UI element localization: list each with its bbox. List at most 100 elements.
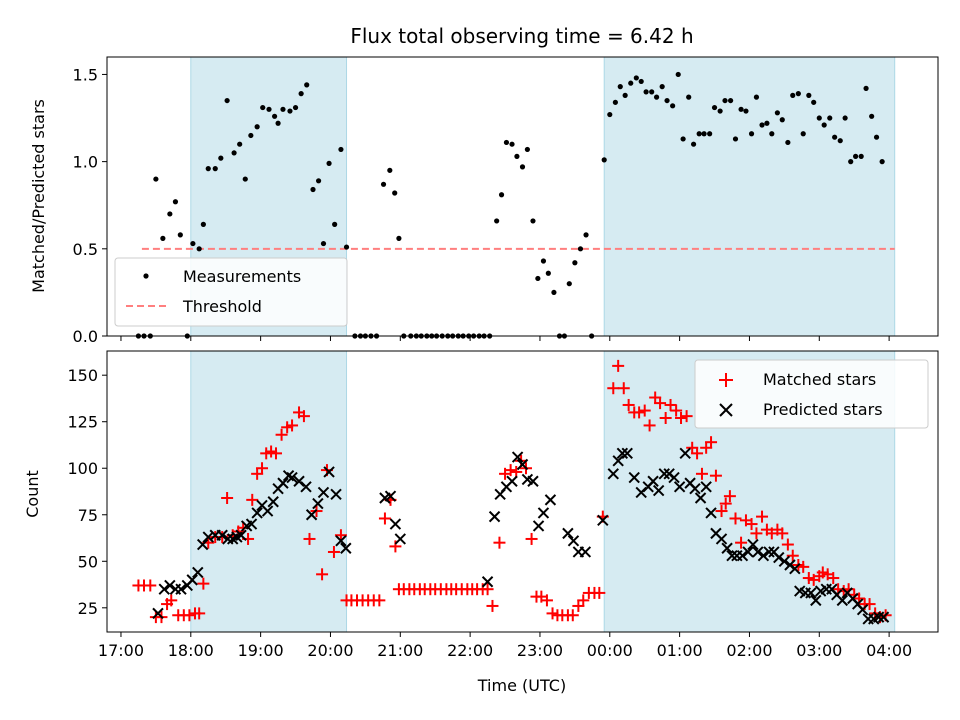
bottom-x-tick-label: 17:00 (98, 641, 144, 660)
measurement-point (722, 97, 728, 104)
measurement-point (153, 176, 159, 182)
bottom-y-tick-label: 50 (78, 552, 98, 571)
matched-star-point (617, 382, 630, 395)
predicted-star-point (222, 533, 234, 545)
predicted-star-point (394, 533, 407, 545)
bottom-x-tick-label: 22:00 (447, 641, 493, 660)
matched-star-point (750, 527, 763, 540)
predicted-star-point (323, 466, 335, 478)
bottom-x-tick-label: 03:00 (796, 641, 842, 660)
predicted-star-point (789, 563, 801, 575)
measurement-point (380, 181, 387, 187)
matched-star-point (776, 527, 789, 540)
matched-star-point (275, 428, 288, 441)
measurement-point (332, 221, 338, 227)
bottom-shaded-interval (190, 350, 348, 633)
predicted-star-point (506, 475, 518, 487)
top-y-axis-label: Matched/Predicted stars (29, 99, 48, 293)
predicted-star-point (312, 497, 324, 510)
top-y-tick-label: 0.5 (73, 240, 98, 259)
bottom-y-tick-label: 25 (78, 599, 98, 618)
measurement-point (540, 258, 547, 264)
matched-star-point (165, 594, 178, 607)
bottom-legend: Matched stars Predicted stars (694, 359, 929, 429)
measurement-point (494, 218, 500, 224)
predicted-star-point (679, 447, 691, 460)
predicted-star-point (747, 538, 759, 551)
predicted-star-point (481, 576, 494, 588)
measurement-point (237, 141, 243, 147)
measurement-point (396, 235, 402, 241)
predicted-star-point (389, 518, 402, 530)
measurement-point (612, 99, 618, 105)
legend-measurements-marker (143, 273, 149, 279)
predicted-star-point (715, 533, 728, 545)
measurement-point (514, 153, 520, 159)
predicted-star-point (612, 455, 624, 467)
measurement-point (879, 159, 885, 165)
measurement-point (732, 136, 739, 142)
measurement-point (638, 78, 644, 85)
predicted-star-point (607, 468, 619, 480)
measurement-point (779, 117, 785, 123)
measurement-point (218, 155, 224, 161)
measurement-point (509, 141, 515, 147)
measurement-point (200, 221, 206, 227)
measurement-point (659, 84, 665, 90)
measurement-point (292, 104, 299, 111)
matched-star-point (389, 540, 402, 553)
measurement-point (617, 84, 623, 90)
bottom-plot-frame (106, 350, 939, 633)
predicted-star-point (532, 520, 545, 532)
bottom-x-tick-label: 19:00 (238, 641, 284, 660)
matched-star-point (781, 538, 794, 551)
predicted-star-point (757, 549, 770, 562)
chart-title: Flux total observing time = 6.42 h (350, 24, 693, 48)
measurement-point (248, 132, 254, 139)
top-y-tick-label: 1.5 (73, 65, 98, 84)
predicted-star-point (192, 566, 204, 579)
predicted-star-point (330, 488, 342, 500)
matched-star-point (316, 568, 329, 581)
matched-star-point (719, 497, 732, 510)
matched-star-point (193, 607, 206, 620)
measurement-point (577, 246, 584, 252)
matched-star-point (659, 411, 672, 424)
measurement-point (583, 232, 589, 238)
matched-star-point (525, 532, 538, 545)
legend-matched-label: Matched stars (763, 370, 876, 389)
measurement-point (696, 131, 702, 137)
matched-star-point (691, 447, 704, 460)
predicted-star-point (511, 451, 524, 463)
top-plot-frame (106, 56, 939, 337)
top-x-ticks (120, 336, 890, 341)
legend-predicted-marker (719, 403, 733, 417)
legend-measurements-label: Measurements (183, 267, 301, 286)
measurement-point (738, 106, 744, 112)
measurement-point (304, 82, 310, 88)
predicted-star-point (158, 583, 170, 595)
predicted-star-point (251, 507, 263, 519)
matched-stars-points (132, 359, 892, 624)
predicted-star-point (267, 496, 279, 508)
matched-star-point (664, 398, 677, 411)
matched-star-point (286, 419, 299, 432)
bottom-x-tick-label: 20:00 (307, 641, 353, 660)
matched-star-point (577, 594, 590, 607)
predicted-star-point (235, 529, 247, 541)
measurement-point (764, 120, 770, 126)
bottom-y-tick-label: 75 (78, 506, 98, 525)
predicted-star-point (763, 546, 775, 558)
predicted-star-point (384, 490, 397, 502)
measurement-point (769, 131, 775, 137)
measurement-point (519, 164, 526, 170)
measurement-point (275, 120, 281, 126)
measurement-point (231, 150, 237, 156)
measurement-point (690, 141, 697, 147)
measurement-point (759, 122, 765, 128)
measurement-point (869, 113, 875, 119)
predicted-star-point (488, 510, 501, 523)
measurement-point (196, 246, 202, 252)
predicted-star-point (544, 494, 557, 506)
